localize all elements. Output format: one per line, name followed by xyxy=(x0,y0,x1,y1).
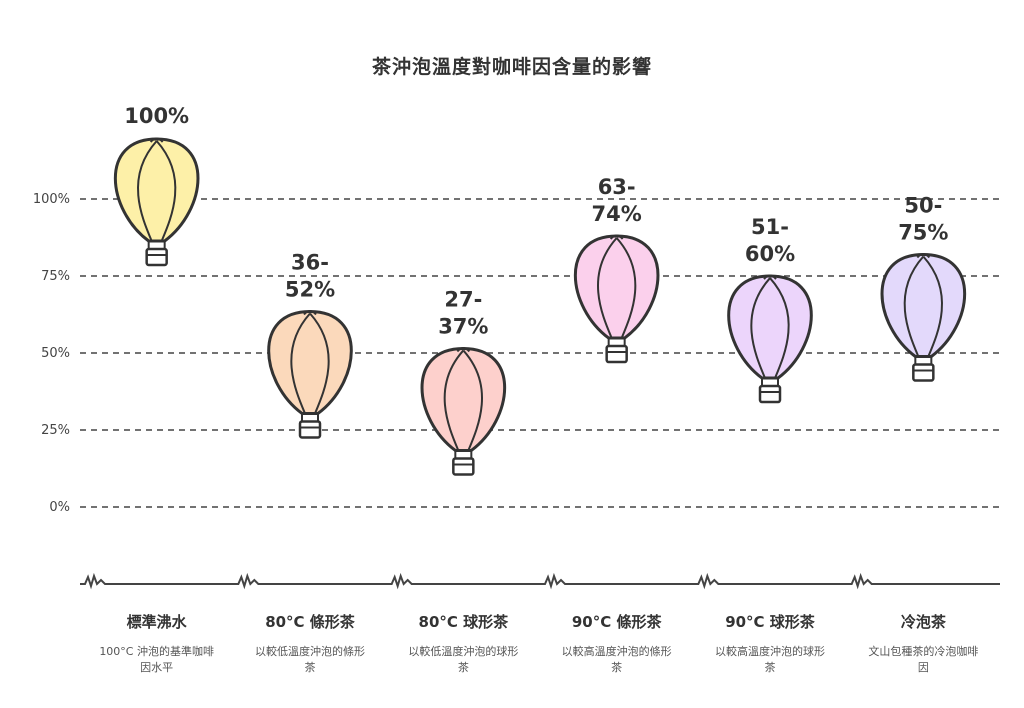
balloon-mark xyxy=(573,234,660,364)
balloon-gore xyxy=(309,312,330,414)
y-tick-label: 0% xyxy=(49,500,70,515)
y-tick-label: 100% xyxy=(33,192,70,207)
balloon-gore xyxy=(290,312,311,414)
balloon-mark xyxy=(267,309,353,439)
category-name: 80°C 球形茶 xyxy=(418,613,509,631)
balloon-gore xyxy=(769,277,790,379)
balloon-gore xyxy=(443,349,465,451)
balloon-basket xyxy=(605,344,628,364)
category-block: 90°C 條形茶以較高溫度沖泡的條形茶 xyxy=(547,611,687,676)
category-block: 80°C 球形茶以較低溫度沖泡的球形茶 xyxy=(393,611,533,676)
balloon-mark xyxy=(420,346,507,476)
balloon-envelope xyxy=(267,309,353,415)
balloon-crown xyxy=(149,137,164,143)
category-name: 標準沸水 xyxy=(126,613,187,631)
category-block: 冷泡茶文山包種茶的冷泡咖啡因 xyxy=(853,611,993,676)
category-description: 文山包種茶的冷泡咖啡因 xyxy=(868,645,979,674)
data-label: 63- xyxy=(598,175,636,199)
balloon-crown xyxy=(763,274,777,280)
balloon-crown xyxy=(303,309,317,316)
balloon-envelope xyxy=(420,346,507,452)
category-description: 100°C 沖泡的基準咖啡因水平 xyxy=(99,645,214,674)
balloon-gore xyxy=(903,255,925,357)
data-label: 36- xyxy=(291,250,329,274)
y-tick-label: 25% xyxy=(41,423,70,438)
data-label: 27- xyxy=(444,287,482,311)
x-axis-baseline xyxy=(80,572,1000,590)
category-name: 90°C 球形茶 xyxy=(725,613,815,631)
category-name: 冷泡茶 xyxy=(900,613,946,631)
data-label: 52% xyxy=(285,277,335,301)
data-label: 60% xyxy=(745,242,795,266)
balloon-mark xyxy=(880,253,967,382)
balloon-gore xyxy=(750,277,771,379)
balloon-basket xyxy=(912,363,935,382)
balloon-envelope xyxy=(727,274,813,380)
balloon-gore xyxy=(462,349,483,451)
category-description: 以較低溫度沖泡的球形茶 xyxy=(408,645,519,674)
category-description: 以較高溫度沖泡的球形茶 xyxy=(715,645,825,674)
category-name: 90°C 條形茶 xyxy=(571,613,662,631)
balloon-envelope xyxy=(573,234,660,340)
data-label: 74% xyxy=(592,202,642,226)
balloon-gore xyxy=(137,140,158,242)
data-label: 37% xyxy=(438,314,488,338)
category-description: 以較高溫度沖泡的條形茶 xyxy=(561,645,672,674)
balloon-crown xyxy=(609,234,624,240)
category-block: 80°C 條形茶以較低溫度沖泡的條形茶 xyxy=(240,611,380,676)
balloon-gore xyxy=(597,237,618,339)
balloon-basket xyxy=(758,384,782,404)
balloon-gore xyxy=(155,140,177,242)
data-label: 50- xyxy=(904,194,942,218)
data-label: 51- xyxy=(751,215,789,239)
balloon-gore xyxy=(615,237,637,339)
data-label: 75% xyxy=(898,221,948,245)
y-tick-label: 50% xyxy=(41,346,70,361)
balloon-envelope xyxy=(113,137,200,243)
balloon-gore xyxy=(922,255,943,357)
data-label: 100% xyxy=(124,104,189,128)
balloon-crown xyxy=(456,346,471,353)
balloon-mark xyxy=(727,274,813,404)
balloon-crown xyxy=(916,253,931,259)
balloon-basket xyxy=(452,457,475,476)
chart-title: 茶沖泡溫度對咖啡因含量的影響 xyxy=(371,56,652,78)
balloon-basket xyxy=(298,420,322,439)
category-description: 以較低溫度沖泡的條形茶 xyxy=(255,645,365,674)
balloon-basket xyxy=(145,247,168,267)
category-block: 90°C 球形茶以較高溫度沖泡的球形茶 xyxy=(700,611,840,676)
category-name: 80°C 條形茶 xyxy=(265,613,355,631)
category-block: 標準沸水 100°C 沖泡的基準咖啡因水平 xyxy=(87,611,227,676)
balloon-mark xyxy=(113,137,200,267)
balloon-envelope xyxy=(880,253,967,358)
y-tick-label: 75% xyxy=(41,269,70,284)
